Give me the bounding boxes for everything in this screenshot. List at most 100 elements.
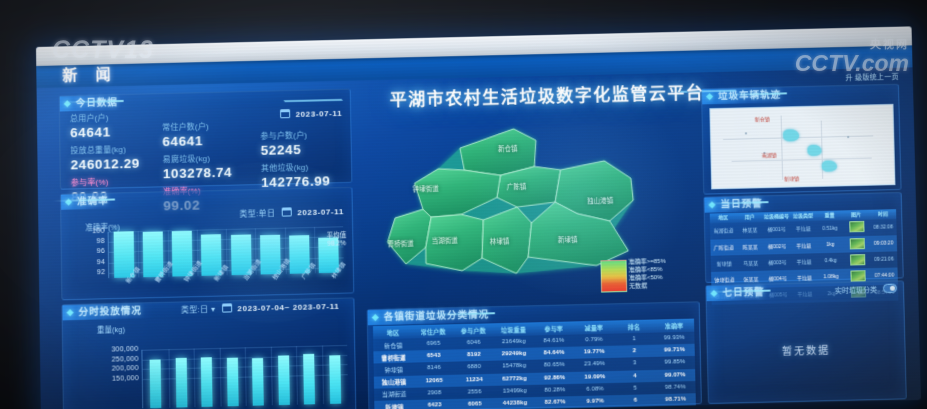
chart-bar[interactable] [175, 358, 188, 408]
map-label: 当湖街道 [431, 237, 458, 246]
column-header: 参与率 [533, 321, 574, 336]
legend-item: 准确率<50% [628, 275, 663, 282]
accuracy-chart-panel: 准确率 类型:单日 2023-07-11 准确率(%) 92 94 96 98 100 新… [52, 186, 355, 301]
accuracy-type-label: 类型:单日 [239, 208, 276, 219]
kpi-label: 易腐垃圾(kg) [162, 154, 211, 165]
column-header: 减量率 [573, 320, 615, 335]
classification-table-title: 各镇街道垃圾分类情况 [367, 307, 502, 326]
program-name: 新 闻 [62, 66, 118, 85]
vehicle-map-tag: 当湖镇 [761, 152, 777, 160]
table-cell: 广陈街道 [710, 239, 738, 256]
map-label: 新仓镇 [497, 145, 518, 154]
column-header: 常住户数 [413, 324, 454, 339]
seven-day-title: 七日预警 [706, 284, 777, 302]
table-cell: 19.09% [574, 370, 616, 384]
chart-bar[interactable] [329, 355, 341, 404]
title-bar-decor [61, 99, 124, 104]
kpi-label: 参与率(%) [70, 177, 109, 188]
chart-bar[interactable] [303, 353, 316, 405]
hourly-y-axis-label: 重量(kg) [96, 324, 126, 335]
map-label: 曹桥街道 [387, 240, 414, 249]
table-cell: 当湖街道 [709, 222, 737, 240]
table-cell: 99.71% [654, 343, 695, 358]
table-cell: 92.86% [534, 371, 575, 385]
map-label: 独山港镇 [587, 197, 614, 206]
realtime-sort-toggle[interactable]: 实时垃圾分类 [835, 283, 898, 297]
photo-thumbnail-icon[interactable] [848, 221, 865, 233]
hourly-date-range: 2023-07-04~ 2023-07-11 [237, 301, 340, 314]
y-axis-tick: 94 [96, 258, 106, 266]
table-cell: 1kg [816, 236, 844, 254]
chart-bar[interactable] [226, 357, 239, 407]
table-cell: 09:21:06 [870, 251, 898, 269]
kpi-label: 其他垃圾(kg) [260, 162, 309, 173]
kpi-value: 64641 [162, 133, 204, 150]
map-legend: 准确率>=85% 准确率<85% 准确率<50% 无数据 [600, 258, 689, 293]
chart-bar[interactable] [149, 359, 162, 409]
toggle-switch-icon[interactable] [882, 283, 898, 293]
table-cell: 8146 [413, 361, 455, 376]
hourly-panel-title: 分时投放情况 [62, 303, 154, 321]
table-cell: 6046 [453, 336, 494, 350]
dashboard-content: 平湖市农村生活垃圾数字化监管云平台 升 级版统上一页 今日数据 2023-07-… [37, 67, 921, 409]
chart-bar[interactable] [201, 356, 213, 407]
hourly-controls[interactable]: 类型:日 ▾ 2023-07-04~ 2023-07-11 [180, 301, 340, 315]
seven-day-alert-panel: 七日预警 实时垃圾分类 暂无数据 [705, 280, 907, 405]
empty-state-text: 暂无数据 [781, 345, 831, 358]
table-cell: 11234 [454, 373, 495, 387]
column-header: 用户 [736, 212, 764, 223]
table-cell: 干垃圾 [790, 237, 818, 255]
vehicle-cluster[interactable] [821, 160, 838, 172]
table-cell: 陈某某 [736, 238, 764, 256]
today-data-title: 今日数据 [59, 94, 130, 112]
table-cell: 09:03:20 [870, 235, 898, 253]
kpi-column-3: 参与户数(户) 52245 其他垃圾(kg) 142776.99 [260, 129, 330, 195]
table-cell: 0.79% [573, 333, 615, 347]
hourly-plot-area: 150,000 200,000 250,000 300,000 [109, 344, 349, 409]
table-cell: 62772kg [494, 372, 535, 386]
vehicle-cluster[interactable] [807, 144, 822, 157]
title-bar-decor [52, 198, 115, 202]
legend-color-scale [600, 259, 628, 293]
column-header: 准确率 [653, 318, 695, 333]
table-cell: 桶001号 [763, 221, 791, 239]
photo-thumbnail-icon[interactable] [849, 253, 865, 266]
vehicle-track-map[interactable]: 新仓镇 当湖镇 新埭镇 [709, 103, 896, 190]
region-map[interactable]: 新仓镇 钟埭街道 广陈镇 曹桥街道 当湖街道 林埭镇 新埭镇 独山港镇 准确率>… [363, 107, 687, 305]
top-right-link[interactable]: 升 级版统上一页 [845, 73, 899, 82]
table-cell [843, 219, 871, 237]
dashboard-display: 新 闻 平湖市农村生活垃圾数字化监管云平台 升 级版统上一页 今日数据 2023… [36, 26, 921, 409]
photo-thumbnail-icon[interactable] [849, 237, 865, 250]
photo-thumbnail-icon[interactable] [850, 270, 866, 282]
y-axis-tick: 200,000 [111, 365, 139, 374]
map-label: 新埭镇 [557, 236, 578, 245]
table-cell: 6 [615, 394, 656, 408]
vehicle-map-tag: 新仓镇 [754, 116, 770, 124]
table-cell: 干垃圾 [789, 220, 817, 238]
kpi-value: 64641 [70, 124, 111, 141]
table-cell: 98.74% [655, 380, 696, 395]
title-bar-decor [706, 201, 769, 205]
column-header: 图片 [842, 209, 870, 221]
column-header: 垃圾桶编号 [762, 211, 790, 223]
y-axis-tick: 100 [92, 227, 105, 236]
table-cell: 6065 [454, 397, 496, 409]
table-cell: 6880 [453, 361, 495, 375]
average-value: 98.2% [327, 240, 346, 248]
diamond-icon [66, 309, 74, 317]
vehicle-map-tag: 新埭镇 [784, 176, 800, 183]
legend-item: 无数据 [629, 283, 648, 290]
classification-table[interactable]: 地区 常住户数 参与户数 垃圾重量 参与率 减量率 排名 准确率 新仓镇 6965 6046 216… [372, 318, 697, 409]
y-axis-tick: 300,000 [111, 345, 139, 354]
vehicle-cluster[interactable] [782, 129, 800, 142]
daily-alert-title: 当日预警 [704, 195, 775, 213]
accuracy-controls[interactable]: 类型:单日 2023-07-11 [239, 206, 344, 220]
table-cell: 4 [614, 369, 656, 383]
table-cell: 99.93% [654, 331, 695, 345]
kpi-value: 103278.74 [162, 164, 233, 182]
map-poi-dot [847, 135, 850, 139]
chart-bar[interactable] [252, 358, 264, 406]
classification-table-panel: 各镇街道垃圾分类情况 地区 常住户数 参与户数 垃圾重量 参与率 减量率 排名 准确率 新仓镇… [366, 301, 702, 409]
chart-bar[interactable] [277, 355, 290, 406]
table-cell: 钟埭镇 [373, 362, 414, 377]
